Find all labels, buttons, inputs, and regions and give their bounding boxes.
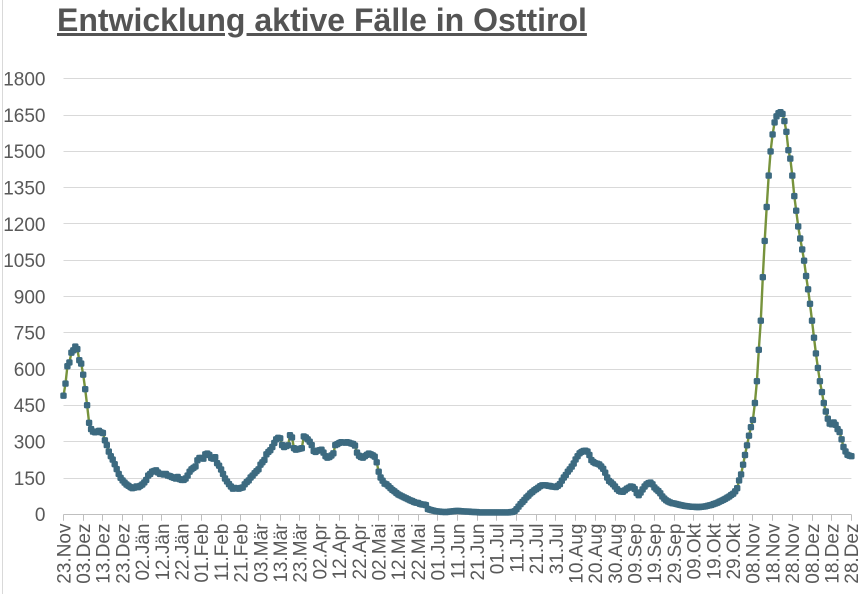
svg-text:29.Okt: 29.Okt	[724, 523, 745, 580]
svg-text:08.Nov: 08.Nov	[744, 523, 765, 584]
svg-text:150: 150	[14, 469, 46, 490]
svg-text:1200: 1200	[3, 215, 45, 236]
svg-text:29.Sep: 29.Sep	[665, 524, 686, 584]
svg-text:1350: 1350	[3, 179, 45, 200]
svg-text:23.Dez: 23.Dez	[113, 524, 134, 584]
svg-text:1500: 1500	[3, 142, 45, 163]
svg-text:28.Dez: 28.Dez	[842, 524, 863, 584]
svg-text:0: 0	[35, 505, 46, 526]
svg-text:21.Jul: 21.Jul	[527, 524, 548, 575]
svg-text:18.Nov: 18.Nov	[763, 523, 784, 584]
svg-text:03.Mär: 03.Mär	[251, 523, 272, 583]
svg-text:1650: 1650	[3, 106, 45, 127]
svg-text:03.Dez: 03.Dez	[74, 524, 95, 584]
svg-text:750: 750	[14, 324, 46, 345]
svg-text:600: 600	[14, 360, 46, 381]
svg-text:09.Okt: 09.Okt	[685, 523, 706, 580]
svg-text:11.Jun: 11.Jun	[448, 524, 469, 580]
svg-text:13.Mär: 13.Mär	[271, 523, 292, 583]
svg-text:02.Jän: 02.Jän	[133, 524, 154, 581]
svg-text:10.Aug: 10.Aug	[566, 524, 587, 584]
svg-text:11.Jul: 11.Jul	[507, 524, 528, 573]
svg-text:12.Apr: 12.Apr	[330, 523, 351, 580]
svg-text:19.Sep: 19.Sep	[645, 524, 666, 584]
svg-text:21.Jun: 21.Jun	[468, 524, 489, 581]
svg-text:30.Aug: 30.Aug	[606, 524, 627, 584]
svg-text:11.Feb: 11.Feb	[212, 524, 233, 582]
svg-text:23.Mär: 23.Mär	[291, 523, 312, 583]
svg-text:28.Nov: 28.Nov	[783, 523, 804, 584]
svg-text:18.Dez: 18.Dez	[823, 524, 844, 584]
svg-text:22.Jän: 22.Jän	[172, 524, 193, 581]
svg-text:1050: 1050	[3, 251, 45, 272]
svg-text:13.Dez: 13.Dez	[94, 524, 115, 584]
svg-text:12.Jän: 12.Jän	[153, 524, 174, 581]
svg-text:01.Jun: 01.Jun	[429, 524, 450, 581]
svg-text:23.Nov: 23.Nov	[54, 523, 75, 584]
svg-text:01.Jul: 01.Jul	[488, 524, 509, 575]
svg-text:300: 300	[14, 433, 46, 454]
svg-text:22.Apr: 22.Apr	[350, 523, 371, 580]
svg-text:31.Jul: 31.Jul	[547, 524, 568, 575]
svg-text:1800: 1800	[3, 70, 45, 91]
svg-text:08.Dez: 08.Dez	[803, 524, 824, 584]
svg-text:09.Sep: 09.Sep	[626, 524, 647, 584]
svg-text:450: 450	[14, 396, 46, 417]
svg-text:02.Mai: 02.Mai	[369, 524, 390, 581]
svg-text:02.Apr: 02.Apr	[310, 523, 331, 580]
svg-text:12.Mai: 12.Mai	[389, 524, 410, 581]
svg-text:19.Okt: 19.Okt	[704, 523, 725, 580]
svg-text:01.Feb: 01.Feb	[192, 524, 213, 583]
svg-text:22.Mai: 22.Mai	[409, 524, 430, 581]
svg-text:20.Aug: 20.Aug	[586, 524, 607, 584]
svg-text:21.Feb: 21.Feb	[232, 524, 253, 583]
svg-text:900: 900	[14, 287, 46, 308]
